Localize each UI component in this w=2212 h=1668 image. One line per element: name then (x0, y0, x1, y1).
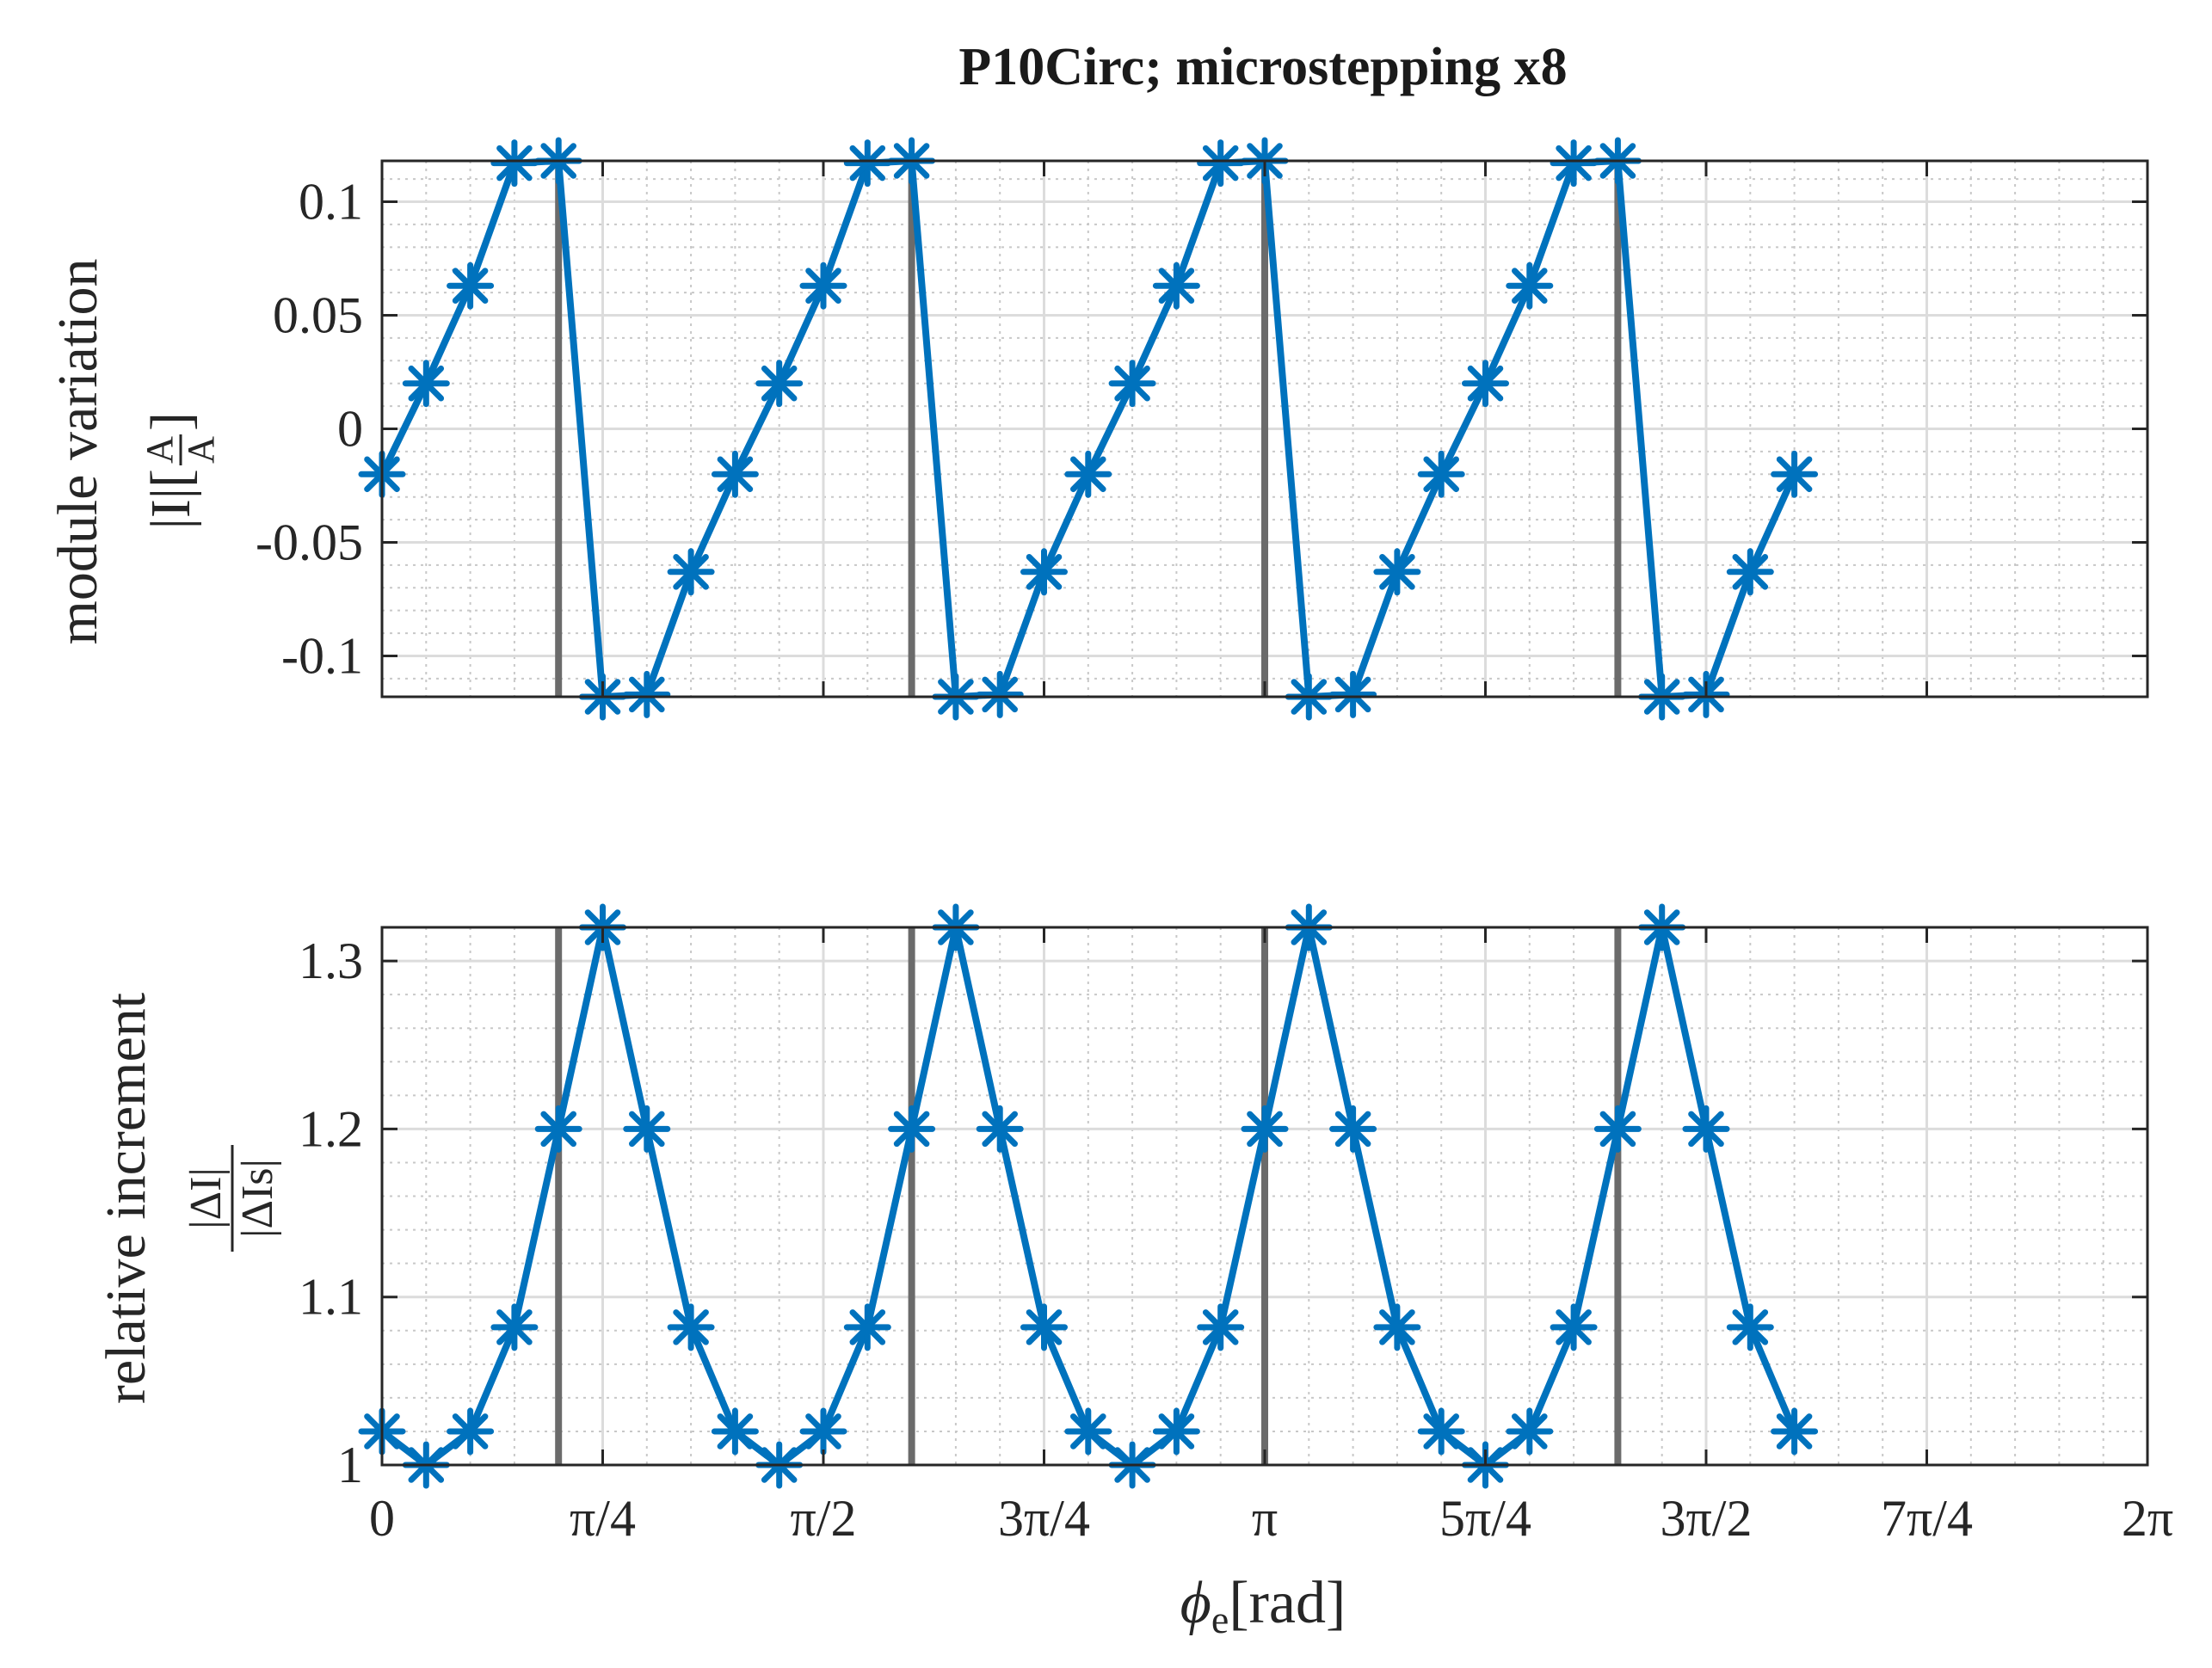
data-point (1373, 1303, 1421, 1351)
x-tick-label: π (1252, 1490, 1278, 1547)
x-tick-label: 3π/4 (998, 1490, 1090, 1547)
data-point (888, 1105, 936, 1153)
data-point (1593, 1105, 1642, 1153)
x-axis-label-main: ϕ (1180, 1570, 1211, 1636)
data-point (1020, 548, 1068, 596)
y-tick-label: -0.1 (281, 627, 363, 684)
data-point (447, 1407, 495, 1456)
data-point (1550, 139, 1598, 188)
data-point (1152, 262, 1200, 310)
data-point (1020, 1303, 1068, 1351)
top-ylabel-line2: |I|[ A A ] (139, 412, 222, 529)
bottom-vertical-lines (555, 927, 1622, 1465)
data-point (1417, 450, 1465, 498)
top-panel: -0.1 -0.05 0 0.05 0.1 module variation |I|[ … (46, 137, 2149, 721)
data-point (1329, 670, 1377, 718)
y-tick-label: 1.1 (299, 1269, 363, 1326)
data-point (1064, 450, 1112, 498)
svg-text:ϕe[rad]: ϕe[rad] (1180, 1570, 1346, 1641)
y-tick-label: 0.1 (299, 174, 363, 231)
top-ylabel-frac-den: A (180, 436, 222, 464)
bottom-axes-box (380, 926, 2149, 1467)
bottom-ticks: 1 1.1 1.2 1.3 0 π/4 π/2 3π/4 π 5π/4 3π/2 7π/4 2π (299, 927, 2173, 1547)
x-axis-label-sub: e (1211, 1597, 1229, 1641)
data-point (667, 548, 715, 596)
top-axes-box (380, 159, 2149, 699)
x-tick-label: 2π (2122, 1490, 2173, 1547)
data-point (1726, 548, 1774, 596)
y-tick-label: 1.3 (299, 932, 363, 989)
top-ylabel-frac-num: A (139, 436, 181, 464)
data-point (623, 1105, 671, 1153)
data-point (755, 360, 804, 408)
bottom-ylabel-line1: relative increment (95, 993, 157, 1404)
data-point (1682, 1105, 1730, 1153)
x-tick-label: 7π/4 (1881, 1490, 1973, 1547)
y-tick-label: 0 (337, 401, 363, 458)
data-point (799, 262, 847, 310)
data-point (1108, 360, 1156, 408)
data-point (623, 670, 671, 718)
data-point (1771, 1407, 1819, 1456)
data-point (1462, 360, 1509, 408)
data-point (1329, 1105, 1377, 1153)
data-point (711, 450, 759, 498)
data-point (534, 1105, 582, 1153)
x-tick-label: 5π/4 (1439, 1490, 1531, 1547)
data-point (1241, 1105, 1289, 1153)
top-ylabel-close: ] (139, 412, 202, 431)
top-vertical-lines (555, 161, 1622, 697)
data-point (1506, 1407, 1554, 1456)
top-ylabel-open: |I|[ (139, 469, 202, 529)
x-axis-label: ϕe[rad] (1180, 1570, 1346, 1641)
figure-title: P10Circ; microstepping x8 (958, 38, 1567, 96)
data-point (1197, 139, 1245, 188)
data-point (1373, 548, 1421, 596)
data-point (1506, 262, 1554, 310)
data-point (1771, 450, 1819, 498)
y-tick-label: 1.2 (299, 1100, 363, 1157)
bottom-ylabel-frac-den: |ΔIs| (233, 1159, 282, 1238)
x-tick-label: π/4 (570, 1490, 636, 1547)
data-point (1152, 1407, 1200, 1456)
data-point (490, 1303, 539, 1351)
data-point (1726, 1303, 1774, 1351)
data-point (1417, 1407, 1465, 1456)
data-point (711, 1407, 759, 1456)
data-point (490, 139, 539, 188)
y-tick-label: 1 (337, 1437, 363, 1493)
bottom-ylabel-frac-num: |ΔI| (182, 1167, 231, 1229)
data-point (843, 1303, 891, 1351)
top-ticks: -0.1 -0.05 0 0.05 0.1 (256, 161, 2149, 697)
x-tick-label: 0 (369, 1490, 395, 1547)
x-tick-label: π/2 (791, 1490, 857, 1547)
bottom-ylabel-fraction: |ΔI| |ΔIs| (182, 1145, 282, 1252)
data-point (1064, 1407, 1112, 1456)
bottom-panel: 1 1.1 1.2 1.3 0 π/4 π/2 3π/4 π 5π/4 3π/2 7π/4 2π rel… (95, 903, 2173, 1547)
x-axis-label-unit: [rad] (1229, 1570, 1346, 1636)
data-point (976, 670, 1024, 718)
data-point (843, 139, 891, 188)
y-tick-label: 0.05 (273, 287, 363, 344)
x-tick-label: 3π/2 (1661, 1490, 1753, 1547)
data-point (976, 1105, 1024, 1153)
data-point (799, 1407, 847, 1456)
data-point (1197, 1303, 1245, 1351)
data-point (402, 360, 450, 408)
data-point (667, 1303, 715, 1351)
data-point (447, 262, 495, 310)
y-tick-label: -0.05 (256, 514, 363, 570)
data-point (1550, 1303, 1598, 1351)
top-ylabel-line1: module variation (46, 258, 109, 644)
